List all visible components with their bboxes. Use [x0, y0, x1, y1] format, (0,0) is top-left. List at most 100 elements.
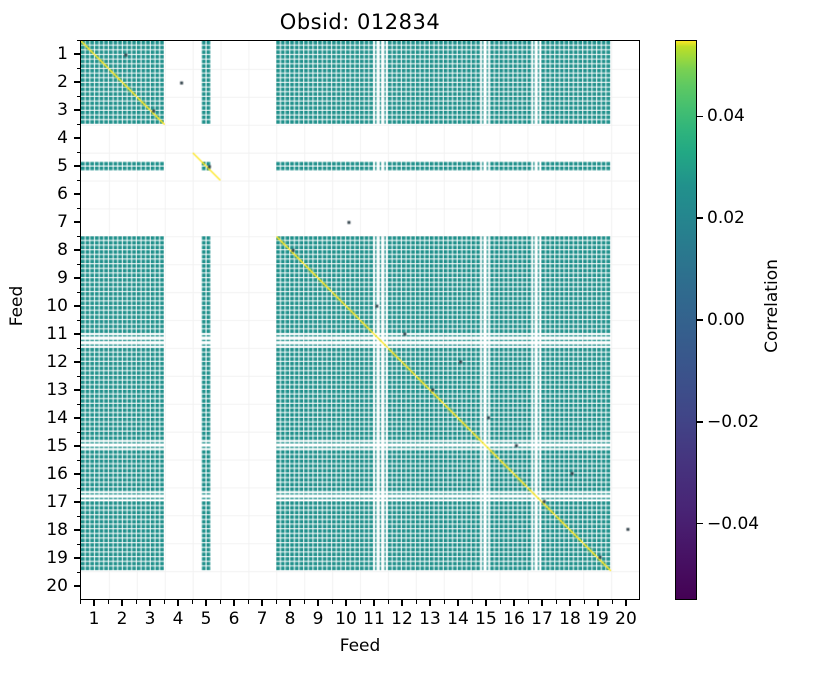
- y-tick-3: [74, 109, 80, 111]
- y-tick-label-20: 20: [46, 576, 68, 596]
- x-minor-tick-18: [584, 600, 585, 604]
- y-tick-label-2: 2: [57, 72, 68, 92]
- y-tick-label-5: 5: [57, 156, 68, 176]
- y-tick-10: [74, 305, 80, 307]
- x-tick-label-1: 1: [88, 609, 100, 629]
- colorbar-container[interactable]: [675, 40, 697, 600]
- x-minor-tick-6: [248, 600, 249, 604]
- x-minor-tick-5: [220, 600, 221, 604]
- colorbar-gradient: [675, 40, 697, 600]
- y-tick-8: [74, 249, 80, 251]
- x-tick-label-8: 8: [284, 609, 296, 629]
- y-minor-tick-7: [76, 236, 80, 237]
- y-tick-12: [74, 361, 80, 363]
- y-tick-18: [74, 529, 80, 531]
- y-tick-label-14: 14: [46, 408, 68, 428]
- x-tick-19: [597, 600, 599, 606]
- y-tick-label-11: 11: [46, 324, 68, 344]
- colorbar-tick-label-0: 0.04: [707, 106, 745, 127]
- y-minor-tick-13: [76, 404, 80, 405]
- x-tick-9: [317, 600, 319, 606]
- y-tick-6: [74, 193, 80, 195]
- y-tick-label-1: 1: [57, 44, 68, 64]
- x-minor-tick-12: [416, 600, 417, 604]
- correlation-matrix-axes[interactable]: [80, 40, 640, 600]
- colorbar-tick-1: [697, 217, 703, 219]
- y-tick-1: [74, 53, 80, 55]
- y-minor-tick-19: [76, 572, 80, 573]
- y-minor-tick-1: [76, 68, 80, 69]
- x-tick-14: [457, 600, 459, 606]
- x-minor-tick-19: [612, 600, 613, 604]
- y-tick-4: [74, 137, 80, 139]
- x-minor-tick-13: [444, 600, 445, 604]
- y-tick-label-19: 19: [46, 548, 68, 568]
- y-tick-label-3: 3: [57, 100, 68, 120]
- y-tick-16: [74, 473, 80, 475]
- y-tick-13: [74, 389, 80, 391]
- colorbar-tick-label-1: 0.02: [707, 208, 745, 229]
- x-tick-label-3: 3: [144, 609, 156, 629]
- y-tick-19: [74, 557, 80, 559]
- x-tick-label-7: 7: [256, 609, 268, 629]
- y-tick-label-4: 4: [57, 128, 68, 148]
- x-tick-4: [177, 600, 179, 606]
- x-minor-tick-3: [164, 600, 165, 604]
- y-tick-11: [74, 333, 80, 335]
- x-tick-label-19: 19: [587, 609, 609, 629]
- x-minor-tick-8: [304, 600, 305, 604]
- colorbar-tick-label-4: −0.04: [707, 513, 760, 534]
- x-axis-label: Feed: [339, 636, 381, 656]
- y-tick-label-18: 18: [46, 520, 68, 540]
- x-tick-7: [261, 600, 263, 606]
- y-tick-9: [74, 277, 80, 279]
- x-tick-1: [93, 600, 95, 606]
- x-tick-10: [345, 600, 347, 606]
- x-tick-20: [625, 600, 627, 606]
- y-tick-label-7: 7: [57, 212, 68, 232]
- y-tick-label-15: 15: [46, 436, 68, 456]
- y-tick-label-12: 12: [46, 352, 68, 372]
- y-minor-tick-18: [76, 544, 80, 545]
- x-tick-15: [485, 600, 487, 606]
- x-tick-label-4: 4: [172, 609, 184, 629]
- colorbar-label: Correlation: [762, 259, 782, 353]
- x-minor-tick-11: [388, 600, 389, 604]
- colorbar-tick-4: [697, 522, 703, 525]
- y-minor-tick-0: [76, 40, 80, 41]
- y-minor-tick-10: [76, 320, 80, 321]
- y-tick-5: [74, 165, 80, 167]
- x-tick-6: [233, 600, 235, 606]
- x-tick-16: [513, 600, 515, 606]
- y-minor-tick-9: [76, 292, 80, 293]
- correlation-heatmap: [81, 41, 639, 599]
- y-tick-label-17: 17: [46, 492, 68, 512]
- y-minor-tick-8: [76, 264, 80, 265]
- y-minor-tick-16: [76, 488, 80, 489]
- x-tick-3: [149, 600, 151, 606]
- y-minor-tick-6: [76, 208, 80, 209]
- x-tick-label-2: 2: [116, 609, 128, 629]
- y-tick-14: [74, 417, 80, 419]
- x-minor-tick-2: [136, 600, 137, 604]
- y-tick-label-9: 9: [57, 268, 68, 288]
- x-minor-tick-4: [192, 600, 193, 604]
- x-minor-tick-17: [556, 600, 557, 604]
- x-minor-tick-7: [276, 600, 277, 604]
- x-minor-tick-0: [80, 600, 81, 604]
- x-minor-tick-10: [360, 600, 361, 604]
- y-minor-tick-2: [76, 96, 80, 97]
- x-tick-17: [541, 600, 543, 606]
- y-axis-label: Feed: [7, 285, 27, 327]
- x-tick-label-9: 9: [312, 609, 324, 629]
- colorbar-tick-label-2: 0.00: [707, 310, 745, 330]
- x-minor-tick-9: [332, 600, 333, 604]
- y-minor-tick-17: [76, 516, 80, 517]
- x-tick-label-20: 20: [615, 609, 637, 629]
- y-tick-15: [74, 445, 80, 447]
- x-tick-label-5: 5: [200, 609, 212, 629]
- y-tick-label-13: 13: [46, 380, 68, 400]
- y-tick-7: [74, 221, 80, 223]
- x-minor-tick-1: [108, 600, 109, 604]
- chart-title: Obsid: 012834: [279, 10, 441, 34]
